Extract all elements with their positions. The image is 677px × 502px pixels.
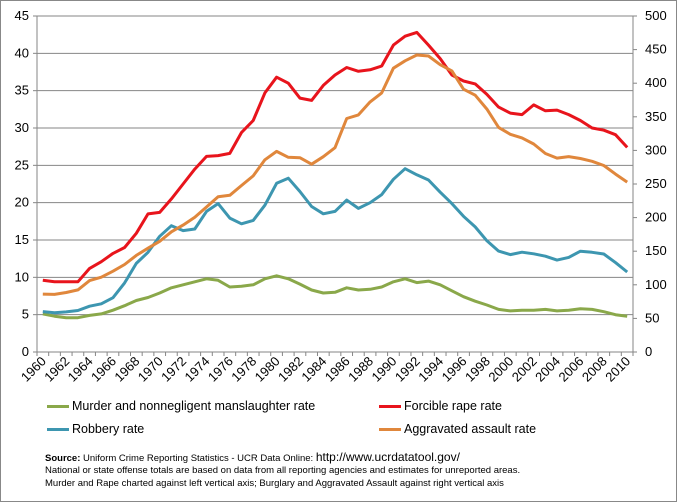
legend-label-rape: Forcible rape rate [404,399,502,413]
series-points-3 [42,55,628,295]
left-tick-label: 45 [15,8,29,23]
left-tick-label: 20 [15,195,29,210]
series-line-forcible-rape-rate [42,30,629,284]
x-tick-label: 1982 [275,354,306,385]
legend-item-rape: Forcible rape rate [379,399,502,413]
right-tick-label: 100 [645,277,667,292]
left-tick-label: 5 [22,307,29,322]
right-tick-label: 250 [645,176,667,191]
legend-item-robbery: Robbery rate [47,422,144,436]
left-tick-label: 10 [15,269,29,284]
series-line-aggravated-assault-rate [42,53,629,296]
x-tick-label: 1980 [252,354,283,385]
left-tick-label: 15 [15,232,29,247]
x-tick-label: 1994 [415,354,446,385]
right-tick-label: 0 [645,344,652,359]
x-tick-label: 1992 [392,354,423,385]
left-tick-label: 25 [15,157,29,172]
right-tick-label: 350 [645,109,667,124]
right-tick-label: 450 [645,42,667,57]
right-tick-label: 300 [645,142,667,157]
right-tick-label: 150 [645,243,667,258]
source-text: Uniform Crime Reporting Statistics - UCR… [80,453,316,464]
series-points-0 [42,275,628,318]
x-tick-label: 1984 [298,354,329,385]
source-note-2: Murder and Rape charted against left ver… [45,478,504,489]
x-tick-label: 1996 [439,354,470,385]
x-tick-label: 1962 [41,354,72,385]
x-tick-label: 1990 [368,354,399,385]
x-tick-label: 2008 [579,354,610,385]
source-note-1: National or state offense totals are bas… [45,465,521,476]
source-url[interactable]: http://www.ucrdatatool.gov/ [315,450,460,464]
right-tick-label: 400 [645,75,667,90]
right-tick-label: 500 [645,8,667,23]
x-tick-label: 1974 [182,354,213,385]
legend-swatch-assault [379,427,401,431]
left-tick-label: 40 [15,45,29,60]
series-points-2 [42,168,628,313]
source-label: Source: [45,453,81,464]
legend-label-robbery: Robbery rate [72,422,145,436]
x-tick-label: 1972 [158,354,189,385]
x-tick-label: 1976 [205,354,236,385]
right-tick-label: 200 [645,210,667,225]
source-line: Source: Uniform Crime Reporting Statisti… [45,450,460,464]
left-tick-label: 30 [15,120,29,135]
left-tick-label: 0 [22,344,29,359]
series-line-robbery-rate [42,167,629,315]
x-tick-label: 1970 [135,354,166,385]
x-tick-label: 1966 [88,354,119,385]
legend-item-assault: Aggravated assault rate [379,422,536,436]
x-tick-label: 1998 [462,354,493,385]
legend-label-murder: Murder and nonnegligent manslaughter rat… [72,399,316,413]
x-tick-label: 1986 [322,354,353,385]
legend-swatch-robbery [47,427,69,431]
x-tick-label: 1964 [65,354,96,385]
legend-swatch-rape [379,404,401,408]
x-tick-label: 2002 [509,354,540,385]
legend-label-assault: Aggravated assault rate [404,422,537,436]
legend-item-murder: Murder and nonnegligent manslaughter rat… [47,399,315,413]
x-tick-label: 2006 [555,354,586,385]
x-tick-label: 1968 [111,354,142,385]
x-tick-label: 2010 [602,354,633,385]
x-tick-label: 2004 [532,354,563,385]
series-points-1 [42,32,628,282]
left-tick-label: 35 [15,83,29,98]
x-tick-label: 1978 [228,354,259,385]
legend-swatch-murder [47,404,69,408]
x-tick-label: 2000 [485,354,516,385]
right-tick-label: 50 [645,310,659,325]
x-tick-label: 1988 [345,354,376,385]
series-line-murder-and-nonnegligent-manslaughter-rate [42,274,628,320]
line-chart: 0510152025303540450501001502002503003504… [15,8,667,385]
